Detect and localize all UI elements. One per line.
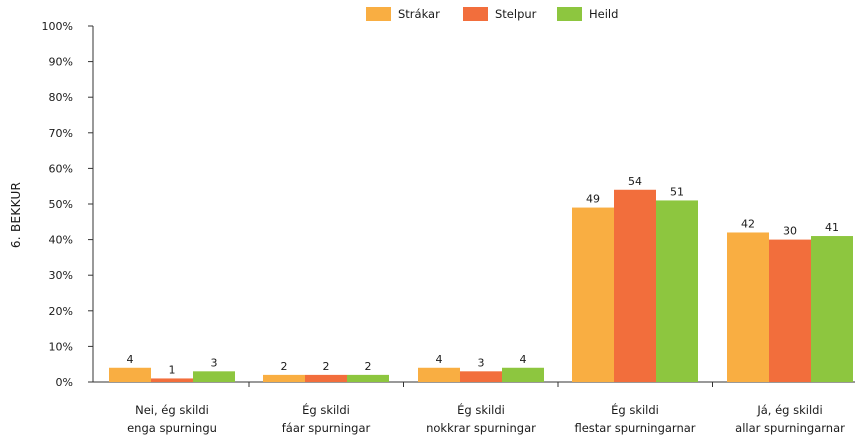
- bar: [769, 239, 811, 382]
- data-label: 41: [825, 221, 839, 234]
- y-tick-label: 90%: [49, 56, 73, 69]
- bar: [502, 367, 544, 382]
- y-tick-label: 0%: [56, 376, 73, 389]
- y-axis-label: 6. BEKKUR: [9, 182, 23, 248]
- x-category-label: enga spurningu: [127, 421, 217, 435]
- bar: [727, 232, 769, 382]
- data-label: 4: [520, 353, 527, 366]
- legend-swatch: [463, 7, 488, 21]
- x-category-label: allar spurningarnar: [735, 421, 845, 435]
- legend-swatch: [557, 7, 582, 21]
- y-tick-label: 40%: [49, 234, 73, 247]
- y-tick-label: 50%: [49, 198, 73, 211]
- data-label: 51: [670, 185, 684, 198]
- bar: [347, 374, 389, 382]
- y-tick-label: 80%: [49, 91, 73, 104]
- bar: [193, 371, 235, 382]
- x-category-label: Ég skildi: [302, 402, 350, 417]
- bar: [572, 207, 614, 382]
- data-label: 2: [323, 360, 330, 373]
- data-label: 30: [783, 225, 797, 238]
- bar: [151, 378, 193, 382]
- data-label: 2: [365, 360, 372, 373]
- legend-label: Stelpur: [495, 7, 537, 21]
- bar: [614, 189, 656, 382]
- data-label: 54: [628, 175, 642, 188]
- x-category-label: nokkrar spurningar: [426, 421, 536, 435]
- data-label: 4: [436, 353, 443, 366]
- legend-swatch: [366, 7, 391, 21]
- x-category-label: Ég skildi: [611, 402, 659, 417]
- x-category-label: Nei, ég skildi: [135, 403, 209, 417]
- data-label: 42: [741, 217, 755, 230]
- x-category-label: Já, ég skildi: [756, 403, 822, 417]
- y-tick-label: 60%: [49, 162, 73, 175]
- bar: [418, 367, 460, 382]
- data-label: 3: [211, 356, 218, 369]
- data-label: 3: [478, 356, 485, 369]
- y-axis: 0% 10% 20% 30% 40% 50% 60% 70% 80% 90% 100%: [42, 20, 94, 389]
- y-tick-label: 100%: [42, 20, 73, 33]
- bar: [811, 236, 853, 382]
- bar: [109, 367, 151, 382]
- x-axis: Nei, ég skildi enga spurningu Ég skildi fáa…: [93, 381, 855, 435]
- x-category-label: flestar spurningarnar: [574, 421, 695, 435]
- y-tick-label: 20%: [49, 305, 73, 318]
- bar: [656, 200, 698, 382]
- y-tick-label: 70%: [49, 127, 73, 140]
- data-label: 2: [281, 360, 288, 373]
- y-tick-label: 30%: [49, 269, 73, 282]
- bar: [263, 374, 305, 382]
- x-category-label: Ég skildi: [457, 402, 505, 417]
- y-tick-label: 10%: [49, 340, 73, 353]
- legend: Strákar Stelpur Heild: [366, 7, 618, 21]
- legend-label: Heild: [589, 7, 618, 21]
- data-label: 4: [127, 353, 134, 366]
- bar: [460, 371, 502, 382]
- data-label: 49: [586, 193, 600, 206]
- data-label: 1: [169, 363, 176, 376]
- x-category-label: fáar spurningar: [282, 421, 371, 435]
- bar: [305, 374, 347, 382]
- legend-label: Strákar: [398, 7, 440, 21]
